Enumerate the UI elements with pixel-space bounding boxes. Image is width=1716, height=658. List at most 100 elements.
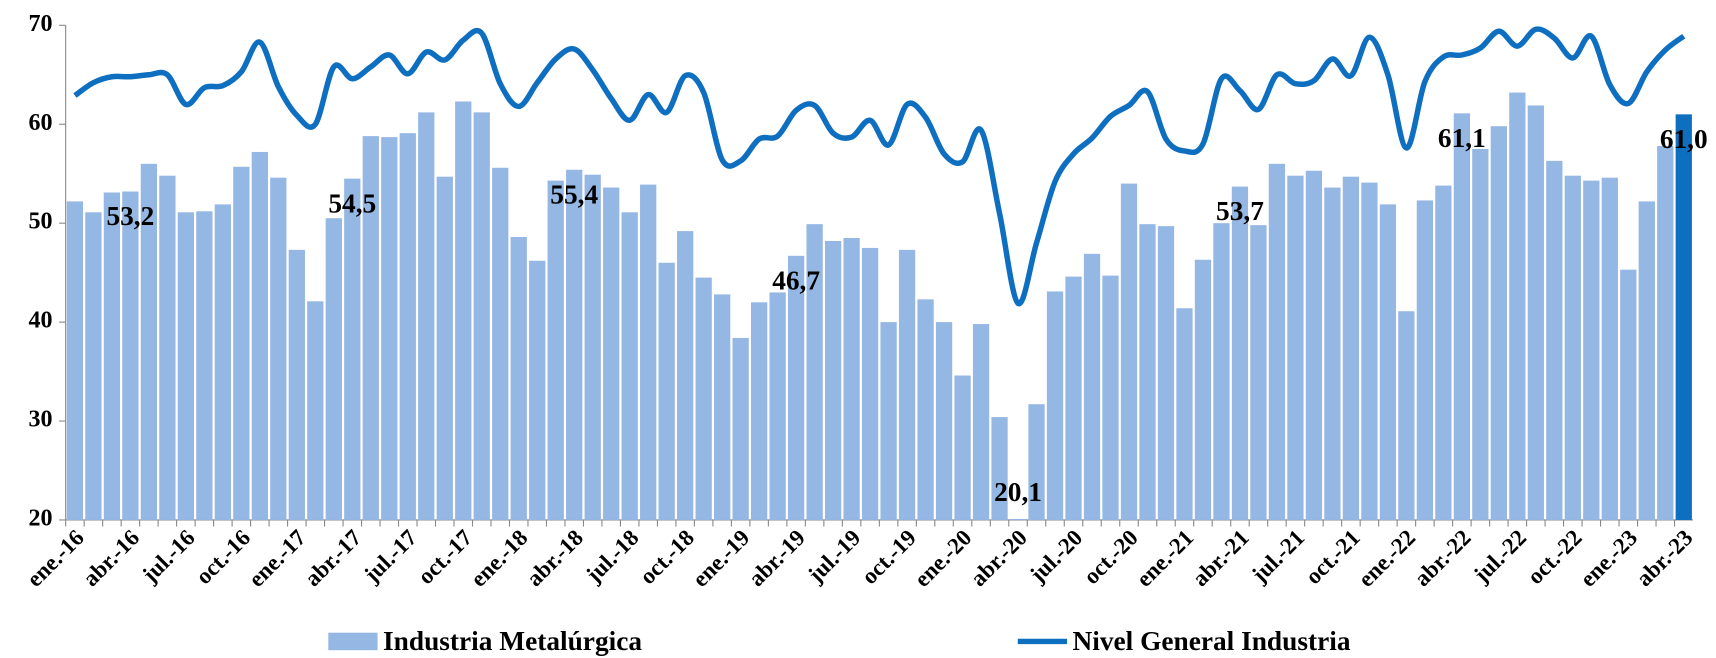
bar: [1527, 105, 1544, 520]
x-tick-label: ene.-19: [688, 525, 755, 592]
data-label: 46,7: [772, 265, 820, 295]
x-tick-label: jul.-17: [359, 525, 422, 588]
x-tick-label: abr.-22: [1409, 525, 1475, 591]
bar: [325, 218, 342, 520]
x-tick-label: jul.-16: [137, 525, 200, 588]
bar: [1176, 308, 1193, 520]
x-tick-label: oct.-20: [1079, 525, 1143, 589]
x-tick-label: abr.-21: [1188, 525, 1254, 591]
bar: [714, 294, 731, 520]
x-tick-label: ene.-16: [22, 525, 89, 592]
bar: [751, 302, 768, 520]
bar: [1583, 180, 1600, 520]
bar: [787, 255, 805, 520]
x-tick-label: abr.-20: [966, 525, 1032, 591]
bar: [510, 237, 527, 520]
legend-label: Nivel General Industria: [1073, 626, 1351, 656]
bar: [621, 212, 638, 520]
bar: [1342, 176, 1360, 520]
y-tick-label: 20: [28, 506, 52, 532]
x-tick-label: ene.-17: [244, 525, 311, 592]
bar: [362, 136, 379, 520]
y-tick-label: 30: [28, 407, 52, 433]
bar: [972, 324, 990, 520]
y-tick-label: 70: [28, 11, 52, 37]
bar: [177, 212, 195, 520]
bar: [399, 133, 416, 520]
bar: [251, 151, 268, 520]
bar: [1083, 253, 1101, 520]
bar: [1139, 224, 1156, 520]
data-label: 53,7: [1216, 196, 1264, 226]
bar: [898, 249, 916, 520]
bar: [1213, 223, 1230, 520]
bar: [954, 375, 971, 520]
bar: [566, 169, 583, 520]
x-tick-label: oct.-22: [1523, 525, 1587, 589]
bar: [1361, 182, 1378, 520]
x-tick-label: oct.-21: [1301, 525, 1365, 589]
x-tick-label: jul.-22: [1468, 525, 1531, 588]
bar: [806, 224, 823, 520]
bar: [1564, 175, 1581, 520]
bar: [1065, 276, 1082, 520]
bar: [1509, 92, 1526, 520]
x-tick-label: jul.-21: [1246, 525, 1309, 588]
bar: [1453, 113, 1470, 520]
x-tick-label: jul.-18: [580, 525, 643, 588]
legend-label: Industria Metalúrgica: [383, 626, 642, 656]
x-tick-label: ene.-23: [1575, 525, 1642, 592]
bar: [1324, 187, 1341, 520]
bar: [1416, 200, 1434, 520]
x-tick-label: ene.-22: [1353, 525, 1420, 592]
bar: [159, 175, 176, 520]
x-tick-label: jul.-19: [802, 525, 865, 588]
bar: [1601, 177, 1618, 520]
y-tick-label: 50: [28, 209, 52, 235]
bar: [1250, 225, 1267, 520]
x-tick-label: abr.-16: [78, 525, 144, 591]
bar: [1398, 311, 1415, 520]
bar: [288, 249, 305, 520]
bar: [85, 212, 102, 520]
bar: [917, 299, 934, 520]
bar: [344, 178, 361, 520]
bar: [455, 101, 472, 520]
bar: [418, 112, 435, 520]
bar: [603, 187, 620, 520]
bar: [547, 180, 564, 520]
data-label: 53,2: [106, 201, 154, 231]
bar: [1620, 269, 1637, 520]
bar: [1102, 275, 1119, 520]
bar: [381, 137, 398, 520]
x-tick-label: oct.-17: [413, 525, 477, 589]
bar: [1379, 204, 1397, 520]
bar: [1046, 291, 1064, 520]
bar: [270, 177, 287, 520]
data-label: 55,4: [550, 179, 598, 209]
bar: [1268, 163, 1286, 520]
bar: [1028, 404, 1045, 520]
data-label: 61,0: [1660, 124, 1708, 154]
bar: [307, 301, 324, 520]
bar: [1675, 114, 1692, 520]
bar: [214, 204, 231, 520]
x-tick-label: oct.-16: [191, 525, 255, 589]
bar: [732, 337, 749, 520]
bar: [935, 322, 953, 520]
bar: [1638, 201, 1655, 520]
bar: [584, 174, 601, 520]
bar: [1120, 183, 1138, 520]
bar: [1546, 160, 1563, 520]
bar: [1435, 185, 1452, 520]
bar: [1490, 126, 1507, 520]
bar: [991, 417, 1008, 520]
legend-swatch: [328, 632, 378, 651]
bar: [880, 322, 897, 520]
bar: [103, 192, 121, 520]
x-tick-label: abr.-23: [1631, 525, 1697, 591]
bar: [1194, 259, 1212, 520]
x-tick-label: jul.-20: [1024, 525, 1087, 588]
bar: [769, 292, 786, 520]
bar: [233, 166, 250, 520]
